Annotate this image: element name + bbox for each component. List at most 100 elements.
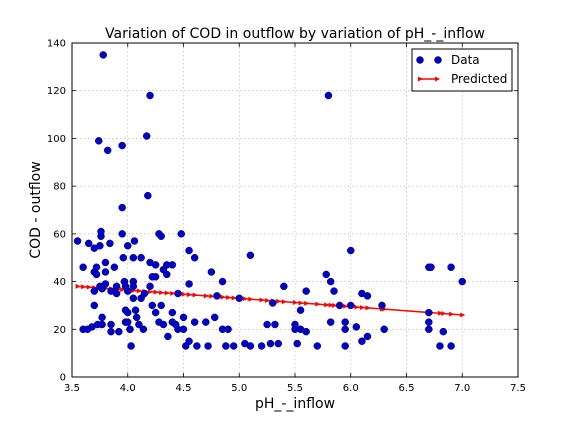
data-point <box>324 91 333 100</box>
predicted-marker <box>441 311 447 317</box>
predicted-marker <box>265 297 271 303</box>
predicted-marker <box>315 301 321 307</box>
data-point <box>302 327 310 336</box>
data-point <box>218 277 227 286</box>
data-point <box>363 332 372 341</box>
y-axis-label: COD - outflow <box>28 161 44 258</box>
data-point <box>151 273 160 281</box>
data-point <box>193 342 201 350</box>
data-point <box>335 301 344 310</box>
data-point <box>358 337 366 345</box>
predicted-marker <box>148 289 154 295</box>
predicted-marker <box>209 293 215 299</box>
x-tick-label: 7.5 <box>510 383 526 394</box>
predicted-marker <box>437 310 443 316</box>
data-point <box>144 191 152 200</box>
series-layer <box>73 51 466 350</box>
data-point <box>157 232 165 240</box>
data-point <box>118 203 126 212</box>
data-point <box>90 301 99 310</box>
data-point <box>347 246 355 255</box>
predicted-marker <box>159 290 165 296</box>
y-tick-label: 100 <box>47 134 66 145</box>
predicted-marker <box>187 292 193 298</box>
data-point <box>425 325 433 334</box>
predicted-marker <box>324 302 330 308</box>
x-tick-label: 3.5 <box>64 383 80 394</box>
predicted-marker <box>226 295 232 301</box>
predicted-marker <box>153 289 159 295</box>
data-point <box>157 301 165 310</box>
data-point <box>190 318 199 326</box>
predicted-marker <box>343 303 349 309</box>
data-point <box>179 325 188 334</box>
predicted-marker <box>220 294 226 300</box>
predicted-marker <box>242 296 248 302</box>
data-point <box>439 327 448 336</box>
data-point <box>129 294 138 303</box>
data-point <box>168 261 177 269</box>
data-point <box>347 301 355 310</box>
predicted-marker <box>203 293 209 299</box>
data-point <box>207 268 216 276</box>
data-point <box>124 287 132 295</box>
data-point <box>322 270 330 279</box>
data-point <box>127 342 135 350</box>
data-point <box>130 237 139 245</box>
data-point <box>84 239 93 248</box>
data-point <box>235 294 243 303</box>
data-point <box>124 308 132 317</box>
predicted-marker <box>293 300 298 306</box>
data-point <box>126 325 134 334</box>
data-point <box>129 253 138 262</box>
predicted-marker <box>359 305 365 311</box>
data-point <box>352 323 361 331</box>
legend-predicted-marker-1 <box>418 76 423 82</box>
axis-ticks: 3.5 4.0 4.5 5.0 5.5 6.0 6.5 7.0 7.5 0 20 40 60 80 100 1… <box>47 39 526 395</box>
data-point <box>146 91 154 100</box>
data-point <box>341 342 349 350</box>
y-tick-label: 60 <box>53 229 66 240</box>
predicted-marker <box>181 291 187 297</box>
x-tick-label: 4.5 <box>176 383 192 394</box>
data-point <box>106 239 114 248</box>
data-point <box>159 320 168 329</box>
data-point <box>112 289 121 298</box>
data-point <box>151 261 160 269</box>
data-point <box>101 268 110 276</box>
data-point <box>185 280 193 288</box>
predicted-marker <box>259 297 265 303</box>
data-point <box>132 313 141 322</box>
predicted-marker <box>281 299 287 305</box>
predicted-marker <box>304 300 310 306</box>
data-point <box>97 227 105 236</box>
predicted-marker <box>460 312 466 318</box>
data-point <box>296 306 305 314</box>
data-point <box>326 318 335 326</box>
y-tick-label: 120 <box>47 86 66 97</box>
data-point <box>185 337 193 345</box>
predicted-marker <box>192 292 198 298</box>
data-point <box>204 342 212 350</box>
data-point <box>124 318 132 326</box>
data-point <box>302 287 310 295</box>
data-point <box>124 242 132 250</box>
data-point <box>151 308 160 317</box>
data-point <box>280 282 288 291</box>
x-tick-label: 7.0 <box>454 383 470 394</box>
data-point <box>92 270 101 279</box>
data-point <box>79 263 87 272</box>
data-point <box>129 282 138 291</box>
data-point <box>378 301 386 310</box>
predicted-marker <box>170 290 176 296</box>
data-point <box>168 308 177 317</box>
predicted-marker <box>328 302 334 308</box>
data-point <box>96 242 104 250</box>
y-tick-label: 40 <box>53 277 66 288</box>
predicted-marker <box>365 305 371 311</box>
predicted-marker <box>86 284 92 290</box>
chart-title: Variation of COD in outflow by variation… <box>105 26 485 42</box>
data-point <box>95 137 103 145</box>
